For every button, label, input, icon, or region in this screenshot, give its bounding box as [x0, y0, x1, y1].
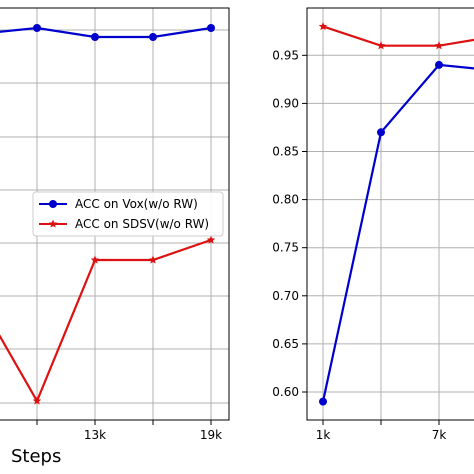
point-sdsv [90, 255, 100, 264]
left-x-tick-label: 13k [84, 428, 106, 442]
point-right-red [318, 21, 328, 31]
left-series-markers [32, 24, 216, 405]
point-vox [149, 33, 157, 41]
point-sdsv [206, 235, 216, 244]
right-y-tick-label: 0.85 [272, 145, 299, 159]
series-line-vox [0, 26, 212, 39]
right-x-ticks: 1k 7k [316, 420, 447, 442]
point-vox [33, 24, 41, 32]
right-y-tick-label: 0.95 [272, 48, 299, 62]
point-right-blue [319, 397, 327, 406]
right-y-tick-label: 0.60 [272, 385, 299, 399]
point-right-blue [435, 60, 443, 69]
right-y-tick-label: 0.80 [272, 193, 299, 207]
right-series-lines [321, 25, 474, 402]
right-x-tick-label: 7k [432, 428, 447, 442]
right-chart-panel: 0.60 0.65 0.70 0.75 0.80 0.85 0.90 0.95 1k 7k [272, 7, 474, 442]
point-sdsv [32, 396, 42, 405]
legend-sdsv-label: ACC on SDSV(w/o RW) [75, 217, 209, 231]
left-chart-panel: 13k 19k Steps ACC on Vox(w/o RW) ACC on S… [0, 7, 230, 467]
legend-vox-swatch-marker [49, 200, 57, 208]
right-y-tick-label: 0.70 [272, 289, 299, 303]
right-plot-frame [306, 7, 474, 421]
right-y-tick-label: 0.65 [272, 337, 299, 351]
x-axis-label: Steps [11, 446, 61, 467]
point-right-red [376, 41, 386, 50]
left-x-tick-label: 19k [200, 428, 222, 442]
point-vox [207, 24, 215, 32]
point-vox [91, 33, 99, 41]
left-series-lines [0, 26, 212, 404]
left-plot-frame [0, 7, 230, 421]
series-line-right-red [322, 25, 474, 47]
series-line-sdsv [0, 238, 212, 404]
right-y-tick-label: 0.75 [272, 241, 299, 255]
legend-box [32, 191, 224, 237]
point-right-blue [377, 128, 385, 137]
right-y-tick-label: 0.90 [272, 96, 299, 110]
point-right-red [434, 41, 444, 50]
right-y-ticks: 0.60 0.65 0.70 0.75 0.80 0.85 0.90 0.95 [272, 48, 307, 399]
series-line-right-blue [321, 63, 474, 402]
right-series-markers [318, 21, 444, 406]
point-sdsv [148, 255, 158, 264]
left-x-ticks: 13k 19k [36, 420, 222, 442]
legend: ACC on Vox(w/o RW) ACC on SDSV(w/o RW) [32, 191, 224, 237]
legend-vox-label: ACC on Vox(w/o RW) [75, 197, 198, 211]
legend-sdsv-swatch-marker [48, 219, 58, 228]
right-x-tick-label: 1k [316, 428, 331, 442]
